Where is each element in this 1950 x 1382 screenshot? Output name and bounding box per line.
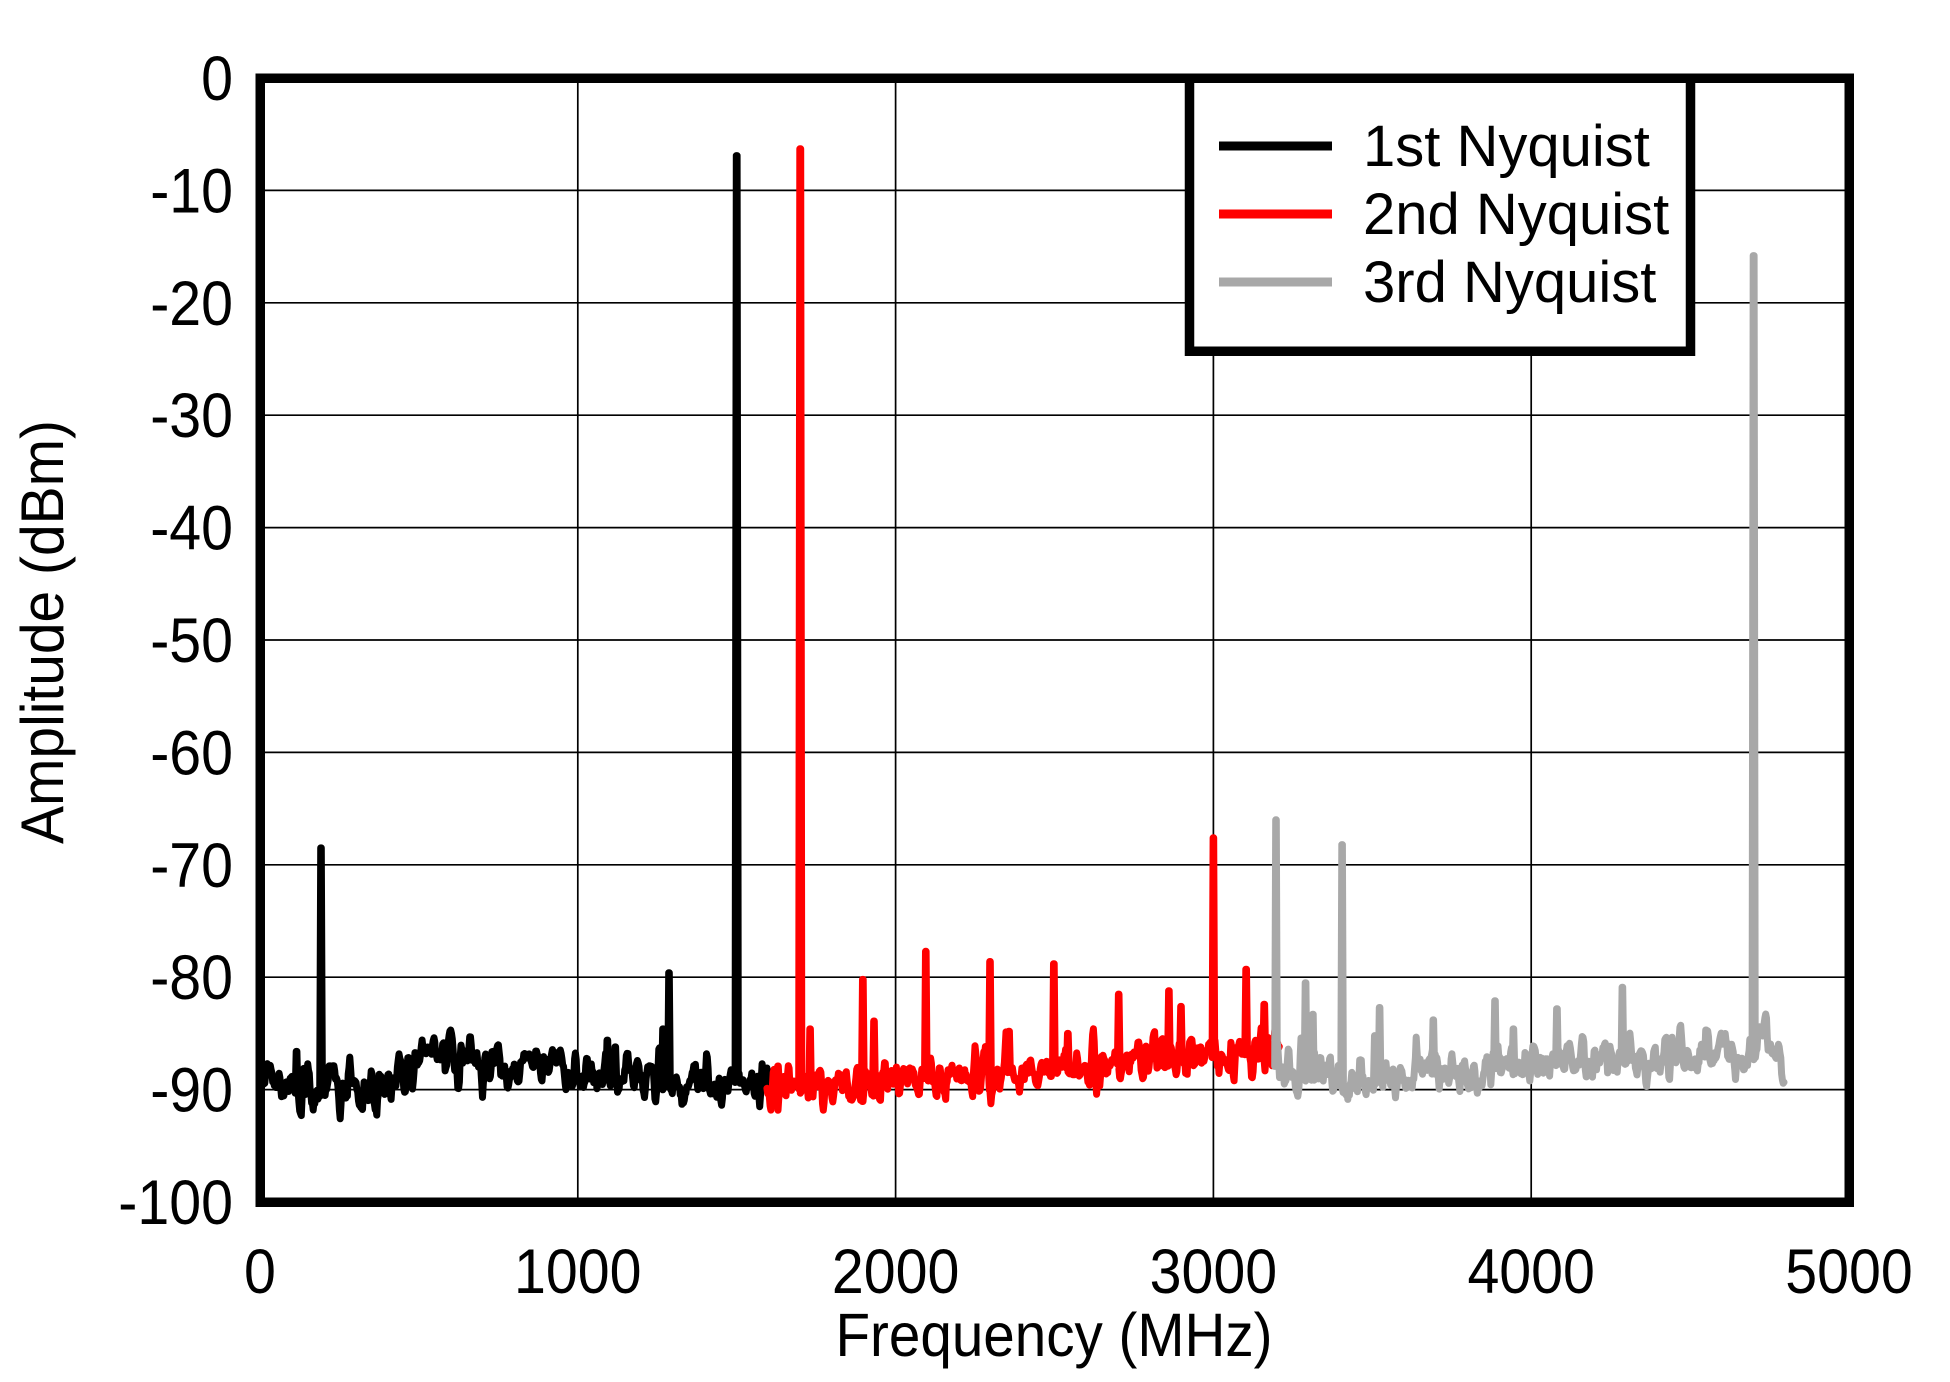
svg-text:5000: 5000 — [1785, 1237, 1913, 1307]
svg-text:0: 0 — [244, 1237, 276, 1307]
svg-text:-20: -20 — [150, 269, 233, 339]
svg-text:-80: -80 — [150, 943, 233, 1013]
svg-text:Frequency (MHz): Frequency (MHz) — [836, 1301, 1273, 1369]
svg-text:-60: -60 — [150, 718, 233, 788]
svg-text:Amplitude (dBm): Amplitude (dBm) — [9, 420, 76, 844]
svg-text:1000: 1000 — [514, 1237, 642, 1307]
svg-text:-50: -50 — [150, 606, 233, 676]
svg-text:2nd Nyquist: 2nd Nyquist — [1363, 182, 1669, 247]
svg-text:-90: -90 — [150, 1056, 233, 1126]
svg-text:1st Nyquist: 1st Nyquist — [1363, 114, 1650, 179]
svg-text:-70: -70 — [150, 831, 233, 901]
svg-text:3rd Nyquist: 3rd Nyquist — [1363, 250, 1656, 315]
svg-text:0: 0 — [201, 44, 233, 114]
svg-text:4000: 4000 — [1467, 1237, 1595, 1307]
svg-text:-30: -30 — [150, 381, 233, 451]
svg-text:-10: -10 — [150, 156, 233, 226]
svg-text:-40: -40 — [150, 494, 233, 564]
svg-text:3000: 3000 — [1150, 1237, 1278, 1307]
svg-text:2000: 2000 — [832, 1237, 960, 1307]
svg-text:-100: -100 — [118, 1168, 233, 1238]
